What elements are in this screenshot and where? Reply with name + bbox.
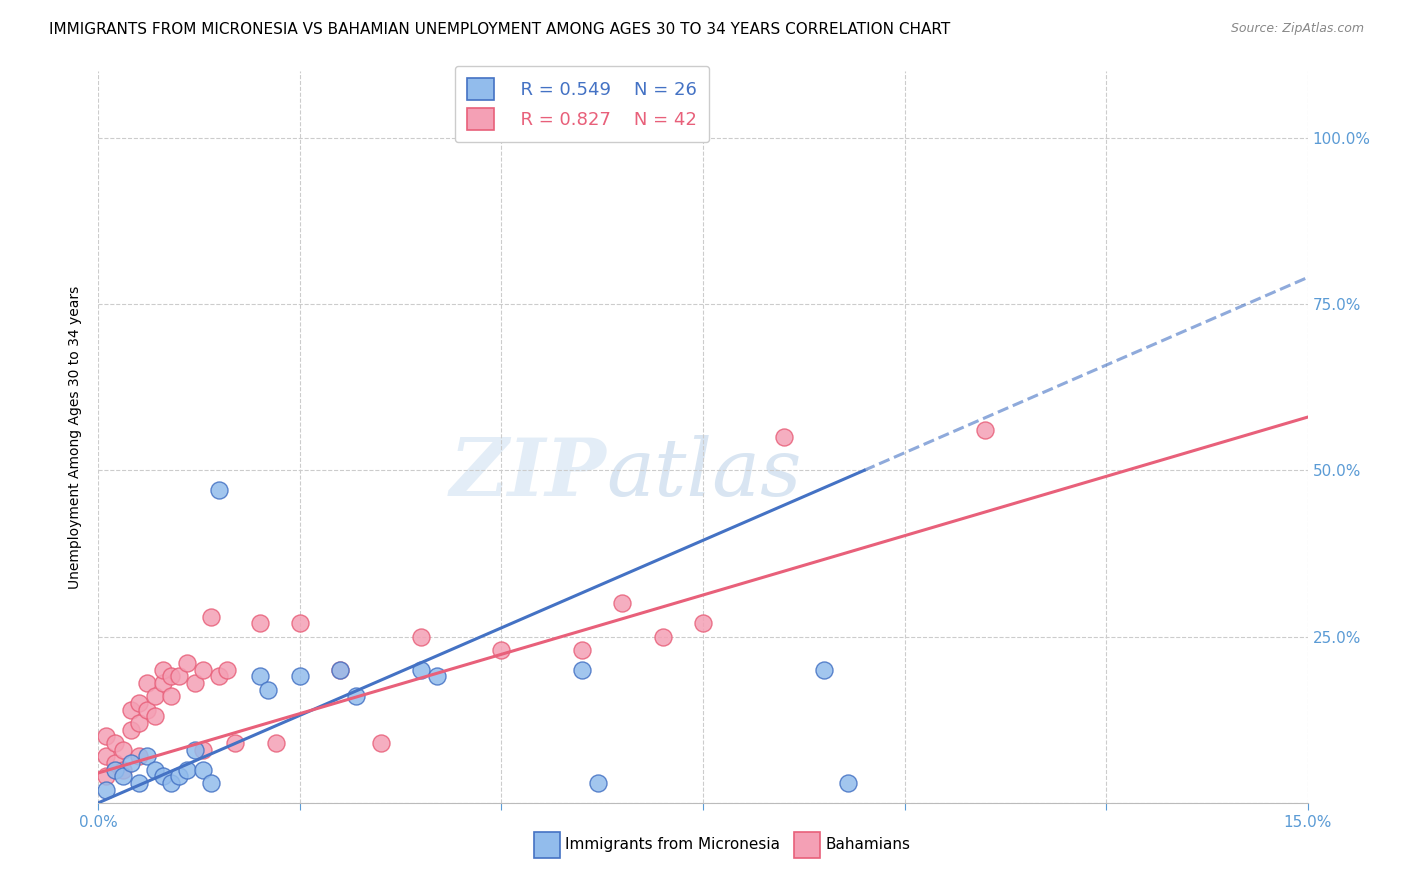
- Point: [329, 663, 352, 677]
- Point: [264, 736, 287, 750]
- Point: [128, 776, 150, 790]
- Point: [200, 609, 222, 624]
- Point: [288, 616, 311, 631]
- Point: [111, 742, 134, 756]
- Point: [571, 643, 593, 657]
- Point: [120, 723, 142, 737]
- Point: [103, 756, 125, 770]
- Point: [152, 769, 174, 783]
- Point: [571, 663, 593, 677]
- Point: [208, 483, 231, 498]
- Point: [426, 669, 449, 683]
- Point: [772, 430, 794, 444]
- Point: [813, 663, 835, 677]
- Point: [329, 663, 352, 677]
- Point: [152, 676, 174, 690]
- Point: [143, 763, 166, 777]
- Point: [974, 424, 997, 438]
- Text: Immigrants from Micronesia: Immigrants from Micronesia: [565, 837, 780, 852]
- Point: [651, 630, 673, 644]
- Text: atlas: atlas: [606, 435, 801, 512]
- Point: [491, 643, 513, 657]
- Point: [167, 769, 190, 783]
- Text: Source: ZipAtlas.com: Source: ZipAtlas.com: [1230, 22, 1364, 36]
- Point: [586, 776, 609, 790]
- Point: [135, 749, 157, 764]
- Point: [249, 669, 271, 683]
- Point: [160, 669, 183, 683]
- Point: [128, 749, 150, 764]
- Text: ZIP: ZIP: [450, 435, 606, 512]
- Point: [111, 769, 134, 783]
- Point: [288, 669, 311, 683]
- Legend:   R = 0.549    N = 26,   R = 0.827    N = 42: R = 0.549 N = 26, R = 0.827 N = 42: [454, 66, 710, 143]
- Point: [193, 742, 215, 756]
- Point: [837, 776, 859, 790]
- Text: Bahamians: Bahamians: [825, 837, 910, 852]
- Point: [160, 690, 183, 704]
- Point: [184, 742, 207, 756]
- Point: [176, 656, 198, 670]
- Point: [135, 676, 157, 690]
- Point: [120, 756, 142, 770]
- Point: [103, 736, 125, 750]
- Point: [143, 709, 166, 723]
- Point: [135, 703, 157, 717]
- Point: [111, 763, 134, 777]
- Point: [370, 736, 392, 750]
- Point: [103, 763, 125, 777]
- Point: [96, 729, 118, 743]
- Point: [208, 669, 231, 683]
- Y-axis label: Unemployment Among Ages 30 to 34 years: Unemployment Among Ages 30 to 34 years: [69, 285, 83, 589]
- Point: [409, 630, 432, 644]
- Point: [217, 663, 239, 677]
- Point: [256, 682, 278, 697]
- Text: IMMIGRANTS FROM MICRONESIA VS BAHAMIAN UNEMPLOYMENT AMONG AGES 30 TO 34 YEARS CO: IMMIGRANTS FROM MICRONESIA VS BAHAMIAN U…: [49, 22, 950, 37]
- Point: [96, 769, 118, 783]
- Point: [692, 616, 714, 631]
- FancyBboxPatch shape: [534, 832, 561, 858]
- FancyBboxPatch shape: [793, 832, 820, 858]
- Point: [200, 776, 222, 790]
- Point: [612, 596, 634, 610]
- Point: [128, 716, 150, 731]
- Point: [176, 763, 198, 777]
- Point: [152, 663, 174, 677]
- Point: [128, 696, 150, 710]
- Point: [160, 776, 183, 790]
- Point: [224, 736, 246, 750]
- Point: [193, 663, 215, 677]
- Point: [96, 749, 118, 764]
- Point: [193, 763, 215, 777]
- Point: [96, 782, 118, 797]
- Point: [143, 690, 166, 704]
- Point: [409, 663, 432, 677]
- Point: [167, 669, 190, 683]
- Point: [344, 690, 367, 704]
- Point: [249, 616, 271, 631]
- Point: [120, 703, 142, 717]
- Point: [184, 676, 207, 690]
